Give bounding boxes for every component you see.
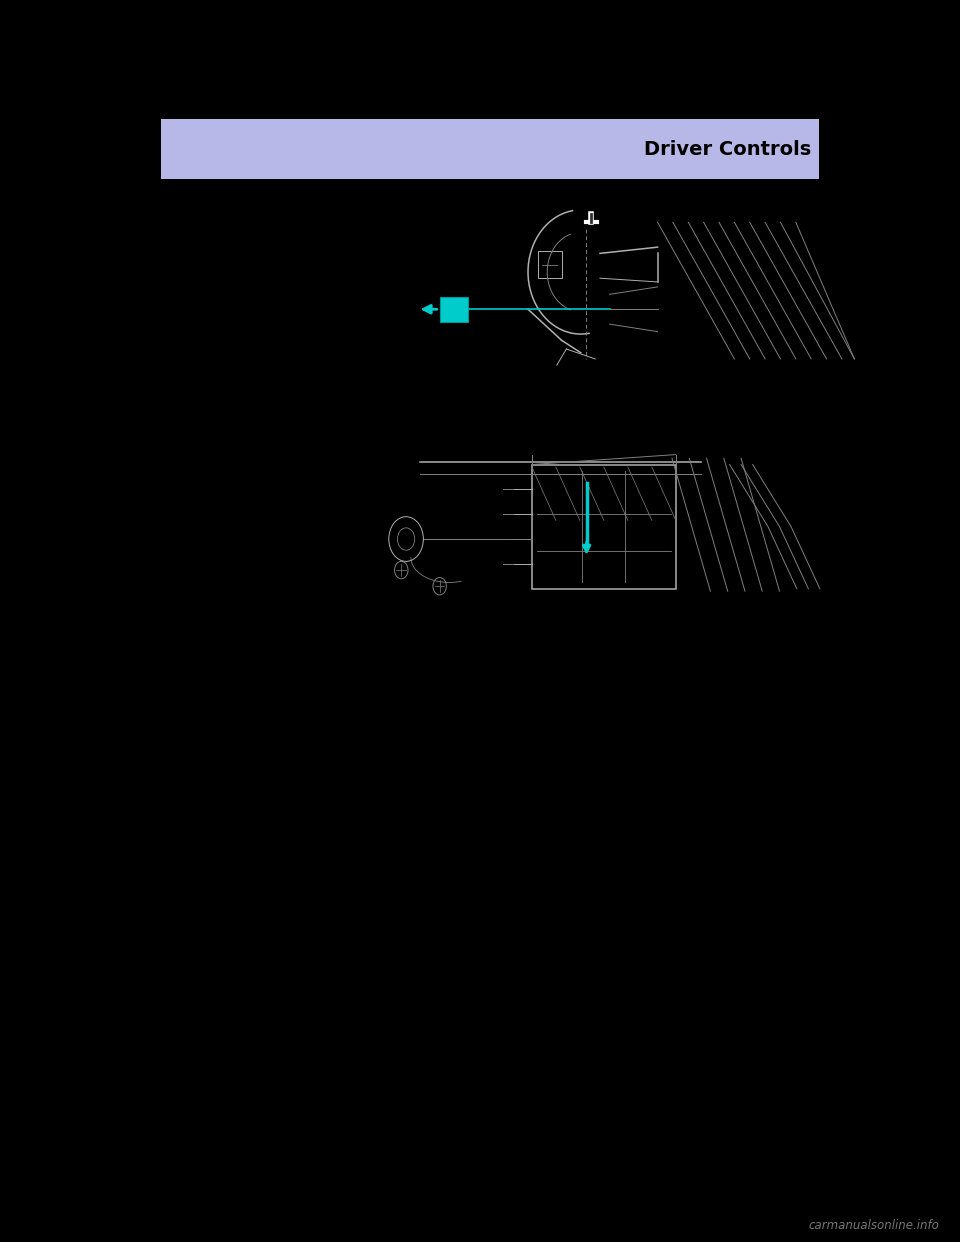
Text: carmanualsonline.info: carmanualsonline.info — [808, 1220, 939, 1232]
Bar — [538, 251, 562, 278]
Bar — [532, 465, 676, 589]
Bar — [440, 297, 468, 322]
Bar — [161, 119, 819, 179]
Text: Driver Controls: Driver Controls — [644, 139, 811, 159]
